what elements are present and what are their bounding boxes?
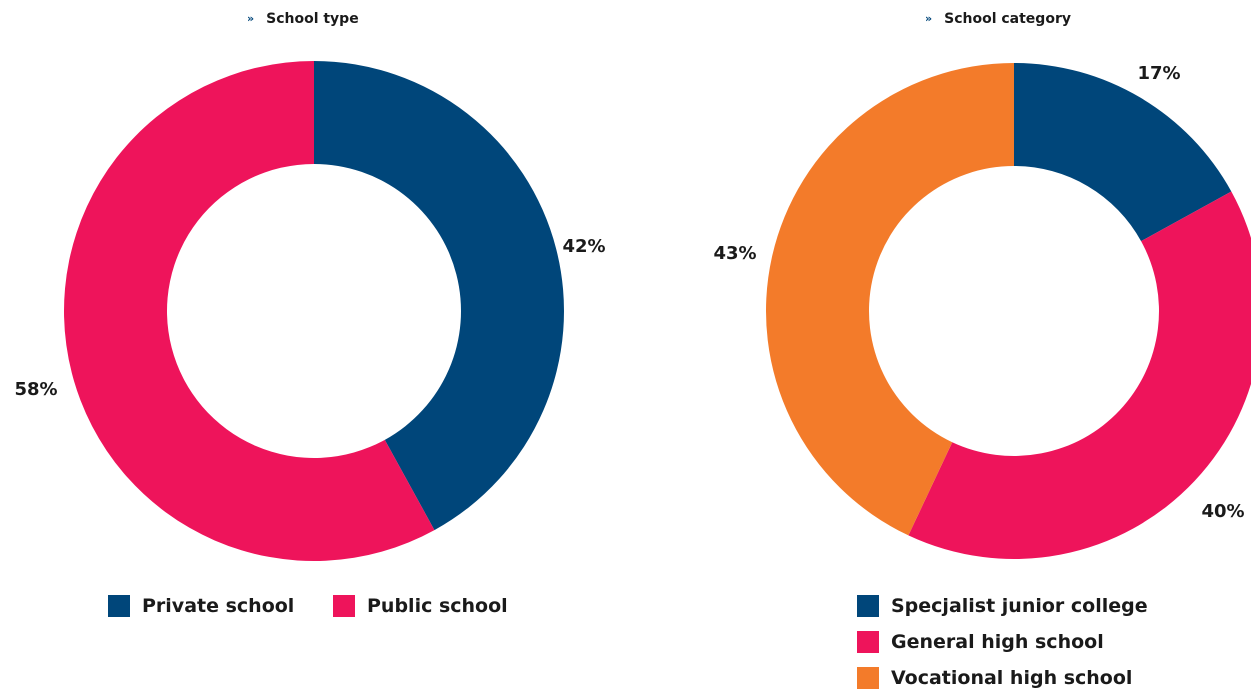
- slice-specjalist-junior-college: [1014, 63, 1232, 242]
- legend-item-private-school: Private school: [108, 595, 294, 617]
- chart-title-text: School type: [266, 11, 359, 27]
- legend-label: Specjalist junior college: [891, 595, 1148, 617]
- legend-item-vocational-high-school: Vocational high school: [857, 667, 1132, 689]
- donut-school-type: 42% 58%: [14, 61, 606, 561]
- legend-label: Public school: [367, 595, 508, 617]
- slice-vocational-high-school: [765, 62, 1014, 536]
- data-label-specjalist-junior-college: 17%: [1137, 63, 1180, 84]
- legend-swatch: [857, 667, 879, 689]
- chart-title-school-type: » School type: [247, 11, 359, 27]
- chart-title-school-category: » School category: [925, 11, 1071, 27]
- legend-item-public-school: Public school: [333, 595, 508, 617]
- legend-label: Vocational high school: [891, 667, 1133, 689]
- legend-label: Private school: [142, 595, 295, 617]
- legend-item-general-high-school: General high school: [857, 631, 1104, 653]
- chevron-right-icon: »: [247, 12, 255, 25]
- legend-swatch: [857, 595, 879, 617]
- chart-title-text: School category: [944, 11, 1071, 27]
- legend-item-specjalist-junior-college: Specjalist junior college: [857, 595, 1148, 617]
- slice-general-high-school: [908, 191, 1251, 559]
- data-label-private-school: 42%: [562, 236, 605, 257]
- donut-school-category: 17% 40% 43%: [713, 62, 1251, 559]
- slice-private-school: [314, 61, 565, 531]
- chevron-right-icon: »: [925, 12, 933, 25]
- data-label-vocational-high-school: 43%: [713, 243, 756, 264]
- legend-swatch: [108, 595, 130, 617]
- data-label-public-school: 58%: [14, 379, 57, 400]
- data-label-general-high-school: 40%: [1201, 501, 1244, 522]
- legend-label: General high school: [891, 631, 1104, 653]
- legend-swatch: [857, 631, 879, 653]
- slice-public-school: [64, 61, 435, 561]
- legend-swatch: [333, 595, 355, 617]
